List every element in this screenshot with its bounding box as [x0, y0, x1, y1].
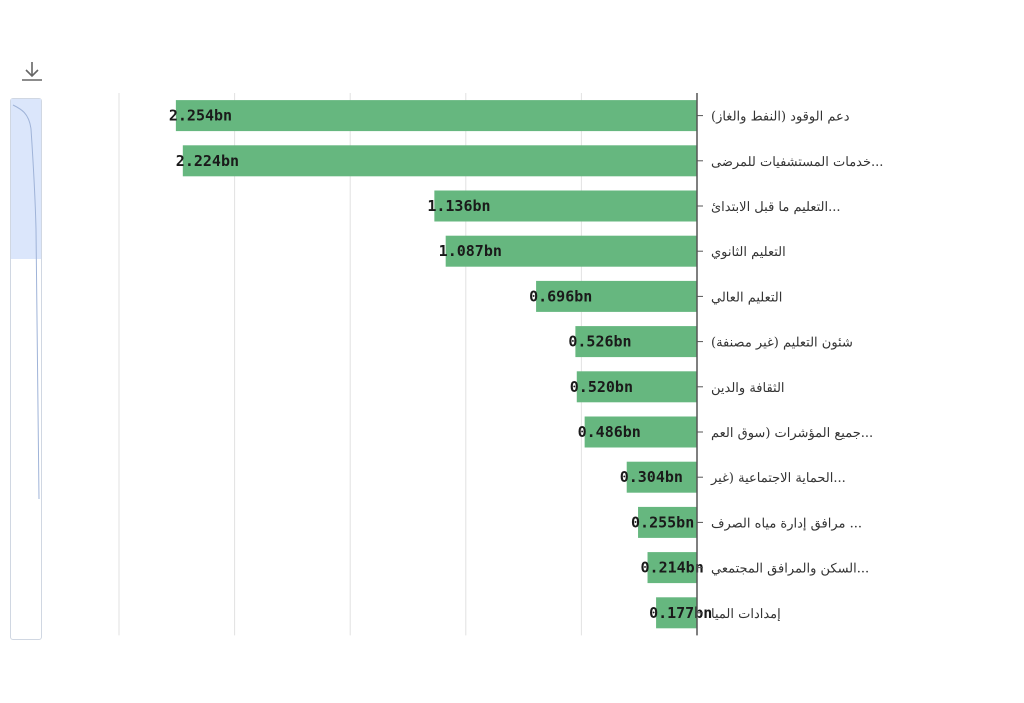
bar-value-label: 2.254bn — [169, 107, 232, 125]
bar-value-label: 0.214bn — [641, 559, 704, 577]
category-label: الثقافة والدين — [711, 381, 785, 396]
bar-value-label: 1.087bn — [439, 242, 502, 260]
chart-scroll-navigator[interactable] — [10, 98, 42, 640]
bar[interactable] — [656, 597, 697, 629]
bar[interactable] — [434, 190, 697, 222]
bar[interactable] — [638, 506, 697, 538]
bar[interactable] — [647, 552, 697, 584]
bar[interactable] — [626, 461, 697, 493]
category-label: التعليم ما قبل الابتدائ... — [711, 200, 841, 215]
bar-value-label: 0.486bn — [578, 423, 641, 441]
category-labels: دعم الوقود (النفط والغاز) خدمات المستشفيا… — [697, 110, 883, 622]
bar-value-label: 0.304bn — [620, 468, 683, 486]
category-label: الحماية الاجتماعية (غير... — [710, 471, 846, 486]
download-icon — [22, 62, 42, 81]
bar-value-label: 0.696bn — [529, 287, 592, 305]
bar-value-label: 0.526bn — [568, 333, 631, 351]
category-label: إمدادات الميا — [711, 607, 781, 622]
bar-value-label: 0.520bn — [570, 378, 633, 396]
category-label: شئون التعليم (غير مصنفة) — [711, 336, 853, 351]
bar-value-label: 2.224bn — [176, 152, 239, 170]
navigator-sparkline — [12, 104, 40, 500]
bar[interactable] — [575, 326, 697, 358]
value-labels: 2.254bn 2.224bn 1.136bn 1.087bn 0.696bn 0.526… — [169, 107, 712, 622]
category-label: جميع المؤشرات (سوق العم... — [711, 426, 873, 441]
category-label: دعم الوقود (النفط والغاز) — [711, 110, 850, 125]
bar[interactable] — [536, 280, 697, 312]
bar-value-label: 0.255bn — [631, 513, 694, 531]
bar[interactable] — [182, 145, 697, 177]
bar[interactable] — [576, 371, 697, 403]
category-label: خدمات المستشفيات للمرضى... — [711, 155, 883, 170]
category-label: التعليم الثانوي — [711, 245, 786, 260]
bar[interactable] — [175, 100, 698, 132]
bar[interactable] — [445, 235, 697, 267]
category-label: التعليم العالي — [711, 290, 782, 305]
bar-value-label: 1.136bn — [427, 197, 490, 215]
bars — [175, 100, 698, 629]
download-button[interactable] — [18, 58, 46, 86]
bar[interactable] — [584, 416, 697, 448]
category-label: مرافق إدارة مياه الصرف ... — [711, 516, 862, 531]
category-label: السكن والمرافق المجتمعي... — [711, 562, 869, 577]
